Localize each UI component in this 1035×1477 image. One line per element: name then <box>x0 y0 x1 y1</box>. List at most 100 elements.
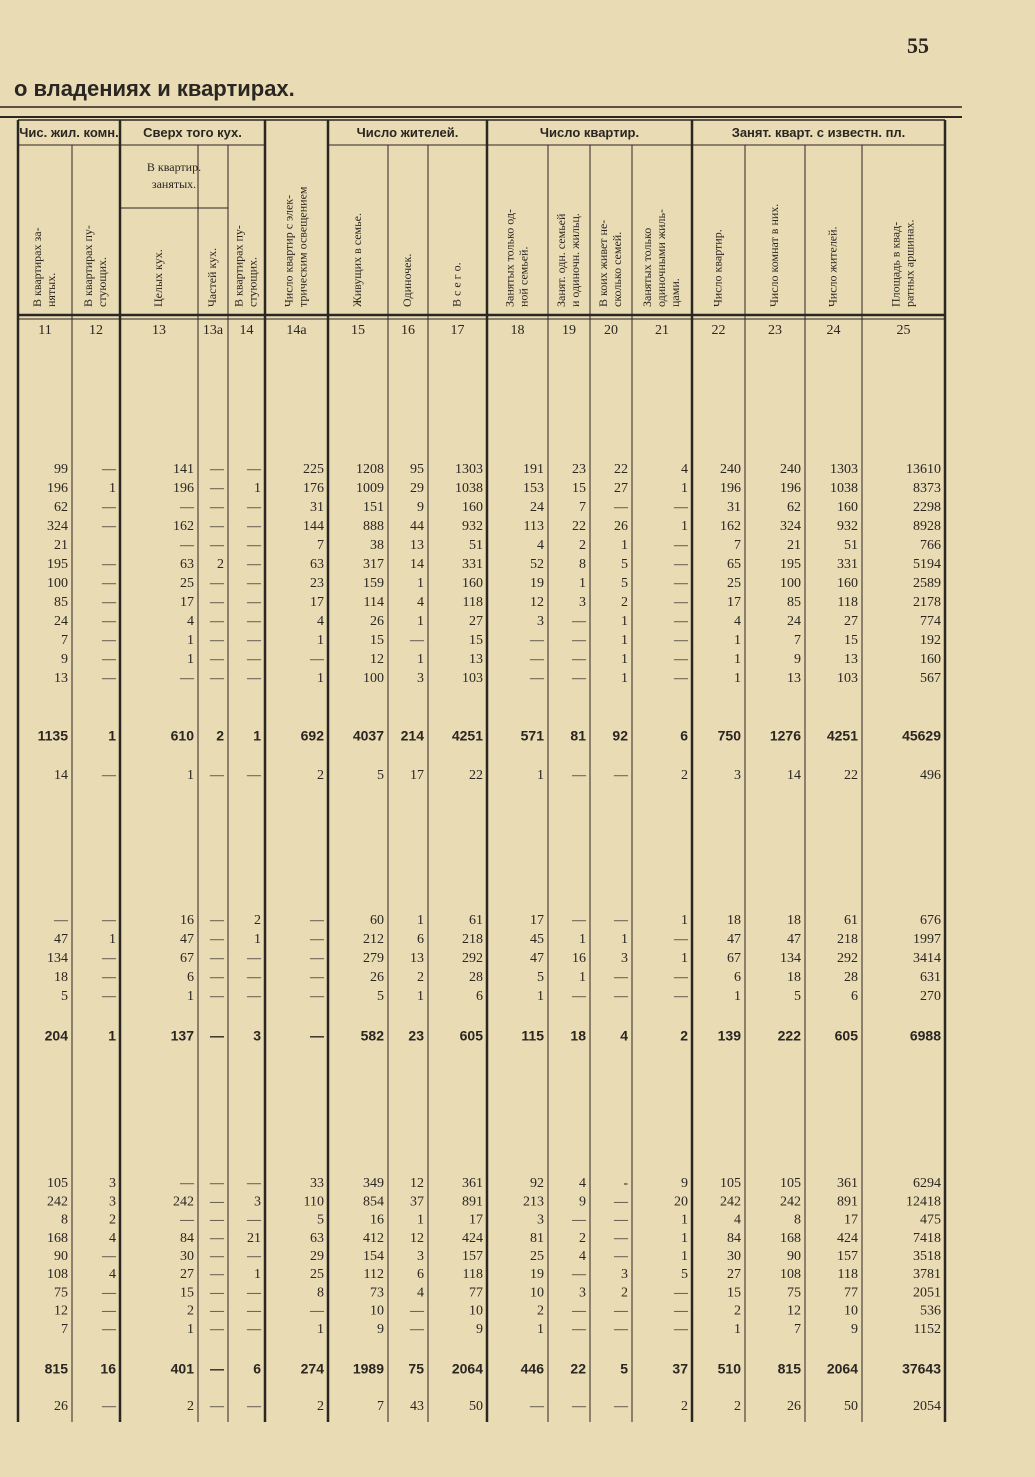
column-number: 23 <box>768 323 782 338</box>
cell: 10 <box>469 1304 483 1319</box>
cell: 30 <box>180 1249 194 1264</box>
cell: — <box>246 500 262 515</box>
total-cell: 81 <box>570 728 586 744</box>
cell: — <box>571 633 587 648</box>
group-header: Занят. кварт. с известн. пл. <box>732 125 906 140</box>
column-number: 14 <box>240 323 254 338</box>
cell: — <box>179 500 195 515</box>
cell: 62 <box>54 500 68 515</box>
cell: 1 <box>621 671 628 686</box>
cell: 17 <box>844 1213 858 1228</box>
cell: 8373 <box>913 481 941 496</box>
cell: 9 <box>417 500 424 515</box>
column-header: Одиночек. <box>400 254 414 307</box>
cell: — <box>101 633 117 648</box>
cell: 27 <box>469 614 483 629</box>
total-cell: 137 <box>171 1028 195 1044</box>
cell: 162 <box>720 519 741 534</box>
cell: 105 <box>780 1176 801 1191</box>
cell: — <box>673 614 689 629</box>
cell: 12 <box>370 652 384 667</box>
cell: 2 <box>187 1304 194 1319</box>
total-cell: 75 <box>408 1361 424 1377</box>
cell: 27 <box>727 1267 741 1282</box>
cell: 14 <box>787 768 801 783</box>
cell: — <box>409 633 425 648</box>
cell: 22 <box>572 519 586 534</box>
column-number: 24 <box>827 323 841 338</box>
cell: 475 <box>920 1213 941 1228</box>
cell: — <box>673 1285 689 1300</box>
cell: 85 <box>787 595 801 610</box>
cell: 75 <box>787 1285 801 1300</box>
cell: 50 <box>844 1399 858 1414</box>
cell: 2 <box>317 768 324 783</box>
column-header: стующих. <box>245 257 259 307</box>
cell: — <box>101 1304 117 1319</box>
cell: 5 <box>377 768 384 783</box>
cell: 160 <box>837 500 858 515</box>
cell: 24 <box>530 500 544 515</box>
cell: 1 <box>681 481 688 496</box>
cell: 100 <box>47 576 68 591</box>
cell: 3781 <box>913 1267 941 1282</box>
total-cell: 582 <box>361 1028 385 1044</box>
cell: — <box>246 633 262 648</box>
cell: — <box>209 989 225 1004</box>
cell: 1009 <box>356 481 384 496</box>
cell: 1 <box>187 652 194 667</box>
cell: — <box>101 768 117 783</box>
cell: — <box>246 652 262 667</box>
cell: — <box>209 500 225 515</box>
cell: — <box>246 1176 262 1191</box>
group-header: Чис. жил. комн. <box>19 125 118 140</box>
cell: 331 <box>837 557 858 572</box>
cell: 144 <box>303 519 324 534</box>
cell: 1 <box>621 932 628 947</box>
cell: 4 <box>109 1231 116 1246</box>
cell: 15 <box>727 1285 741 1300</box>
total-cell: 750 <box>718 728 742 744</box>
cell: — <box>613 989 629 1004</box>
cell: 1 <box>681 1213 688 1228</box>
cell: — <box>101 557 117 572</box>
total-cell: 4251 <box>827 728 858 744</box>
cell: — <box>179 538 195 553</box>
cell: 240 <box>780 462 801 477</box>
total-cell: 115 <box>521 1028 544 1044</box>
cell: 29 <box>410 481 424 496</box>
total-cell: 6988 <box>910 1028 941 1044</box>
cell: — <box>673 633 689 648</box>
cell: 212 <box>363 932 384 947</box>
cell: — <box>571 1304 587 1319</box>
cell: 13610 <box>906 462 941 477</box>
column-header: Число квартир с элек- <box>281 195 295 307</box>
cell: 47 <box>180 932 194 947</box>
cell: 8928 <box>913 519 941 534</box>
cell: — <box>309 1304 325 1319</box>
cell: — <box>101 989 117 1004</box>
cell: — <box>613 1304 629 1319</box>
cell: 73 <box>370 1285 384 1300</box>
cell: 12 <box>787 1304 801 1319</box>
cell: 100 <box>780 576 801 591</box>
column-number: 20 <box>604 323 618 338</box>
cell: 242 <box>720 1194 741 1209</box>
cell: 154 <box>363 1249 384 1264</box>
column-header: В квартирах пу- <box>81 225 95 307</box>
cell: 3414 <box>913 951 941 966</box>
cell: 23 <box>572 462 586 477</box>
cell: 21 <box>247 1231 261 1246</box>
cell: — <box>209 671 225 686</box>
total-cell: 610 <box>171 728 195 744</box>
total-cell: 446 <box>521 1361 545 1377</box>
cell: 14 <box>54 768 68 783</box>
cell: 1208 <box>356 462 384 477</box>
total-cell: 16 <box>100 1361 116 1377</box>
cell: — <box>571 1267 587 1282</box>
total-cell: 2 <box>680 1028 688 1044</box>
cell: 292 <box>837 951 858 966</box>
cell: 153 <box>523 481 544 496</box>
cell: 38 <box>370 538 384 553</box>
cell: 84 <box>727 1231 741 1246</box>
